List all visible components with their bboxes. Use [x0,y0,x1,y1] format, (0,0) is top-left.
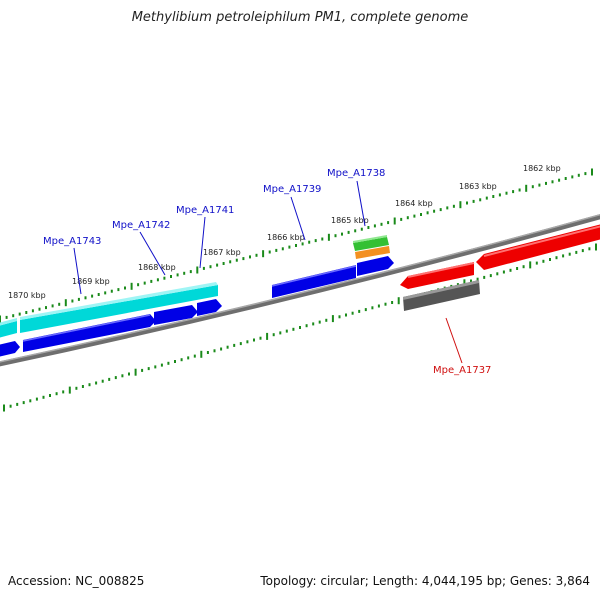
gene-track-blue [0,256,394,357]
scale-label-1865: 1865 kbp [331,216,369,225]
leader-a1738 [356,180,366,227]
feature-track-cyan [0,282,218,338]
gene-arrow-left-edge [0,341,20,357]
scale-labels: 1870 kbp 1869 kbp 1868 kbp 1867 kbp 1866… [8,164,561,300]
genome-summary-text: Topology: circular; Length: 4,044,195 bp… [260,574,590,588]
accession-text: Accession: NC_008825 [8,574,145,588]
gene-arrow-a1737 [403,280,480,311]
gene-track-red [400,224,600,289]
feature-orange [355,246,390,259]
leader-a1741 [199,216,206,269]
leader-a1739 [290,196,306,241]
leader-a1742 [139,231,166,276]
gene-arrow-a1737-top [403,280,479,300]
feature-cyan-main-top [20,282,218,320]
gene-arrow-a1739 [272,265,356,298]
scale-label-1862: 1862 kbp [523,164,561,173]
gene-label-a1739[interactable]: Mpe_A1739 [263,184,321,195]
gene-arrow-a1738-blue [357,256,394,276]
gene-track-red-shine [407,225,600,278]
gene-track-blue-shine [22,265,357,342]
gene-arrow-a1741 [197,299,222,316]
gene-arrow-a1743 [23,314,156,352]
genome-backbone-highlight [0,213,600,363]
scale-label-1867: 1867 kbp [203,248,241,257]
leader-a1737 [445,317,463,364]
scale-label-1863: 1863 kbp [459,182,497,191]
gene-label-a1743[interactable]: Mpe_A1743 [43,236,101,247]
gene-label-a1738[interactable]: Mpe_A1738 [327,168,385,179]
feature-green-top [353,235,387,243]
scale-label-1870: 1870 kbp [8,291,46,300]
inner-tick-ring [3,243,597,412]
gene-arrow-a1742 [154,305,198,325]
scale-label-1866: 1866 kbp [267,233,305,242]
gene-label-a1737[interactable]: Mpe_A1737 [433,365,491,376]
gene-label-a1742[interactable]: Mpe_A1742 [112,220,170,231]
gene-arrow-red-b [476,224,600,270]
gene-arrow-red-a [400,262,474,289]
outer-tick-ring [0,168,593,323]
feature-cyan-left [0,321,17,338]
gene-labels: Mpe_A1743 Mpe_A1742 Mpe_A1741 Mpe_A1739 … [43,168,491,376]
map-title: Methylibium petroleiphilum PM1, complete… [131,10,469,25]
gene-label-leaders [73,180,463,364]
feature-green [353,237,389,251]
scale-label-1864: 1864 kbp [395,199,433,208]
genome-backbone [0,214,600,367]
feature-cyan-main [20,285,218,333]
feature-cyan-left-top [0,318,17,326]
gene-label-a1741[interactable]: Mpe_A1741 [176,205,234,216]
scale-label-1868: 1868 kbp [138,263,176,272]
scale-label-1869: 1869 kbp [72,277,110,286]
leader-a1743 [73,247,82,295]
